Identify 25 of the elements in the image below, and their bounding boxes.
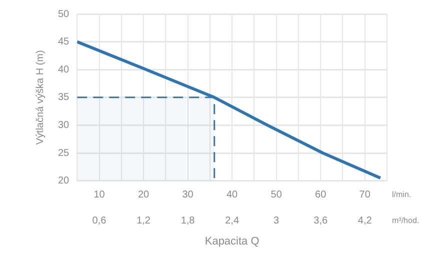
- y-tick-label: 25: [58, 148, 70, 159]
- x2-tick-label: 3: [274, 216, 280, 227]
- x-tick-label: 40: [226, 190, 238, 201]
- y-tick-label: 30: [58, 120, 70, 131]
- y-tick-label: 40: [58, 64, 70, 76]
- x-tick-label: 60: [315, 190, 327, 201]
- x-tick-label: 50: [270, 190, 282, 201]
- x-tick-label: 30: [182, 190, 194, 201]
- text: l/min.: [392, 190, 412, 200]
- y-axis-title: Výtlačná výška H (m): [34, 50, 46, 145]
- x2-tick-label: 0,6: [92, 216, 107, 227]
- x2-tick-label: 1,8: [180, 216, 196, 227]
- y-tick-label: 35: [58, 92, 70, 104]
- x-tick-label: 70: [359, 190, 371, 201]
- x-axis-title: Kapacita Q: [204, 235, 260, 248]
- text: m³/hod.: [392, 216, 420, 226]
- x2-tick-label: 2,4: [225, 216, 240, 227]
- y-tick-label: 20: [58, 176, 70, 187]
- x-tick-label: 10: [94, 190, 106, 201]
- x2-tick-label: 3,6: [314, 216, 328, 227]
- x2-tick-label: 4,2: [358, 216, 372, 227]
- x-tick-label: 20: [138, 190, 150, 201]
- y-tick-label: 45: [58, 36, 70, 48]
- x2-tick-label: 1,2: [136, 216, 151, 227]
- y-tick-label: 50: [58, 8, 70, 20]
